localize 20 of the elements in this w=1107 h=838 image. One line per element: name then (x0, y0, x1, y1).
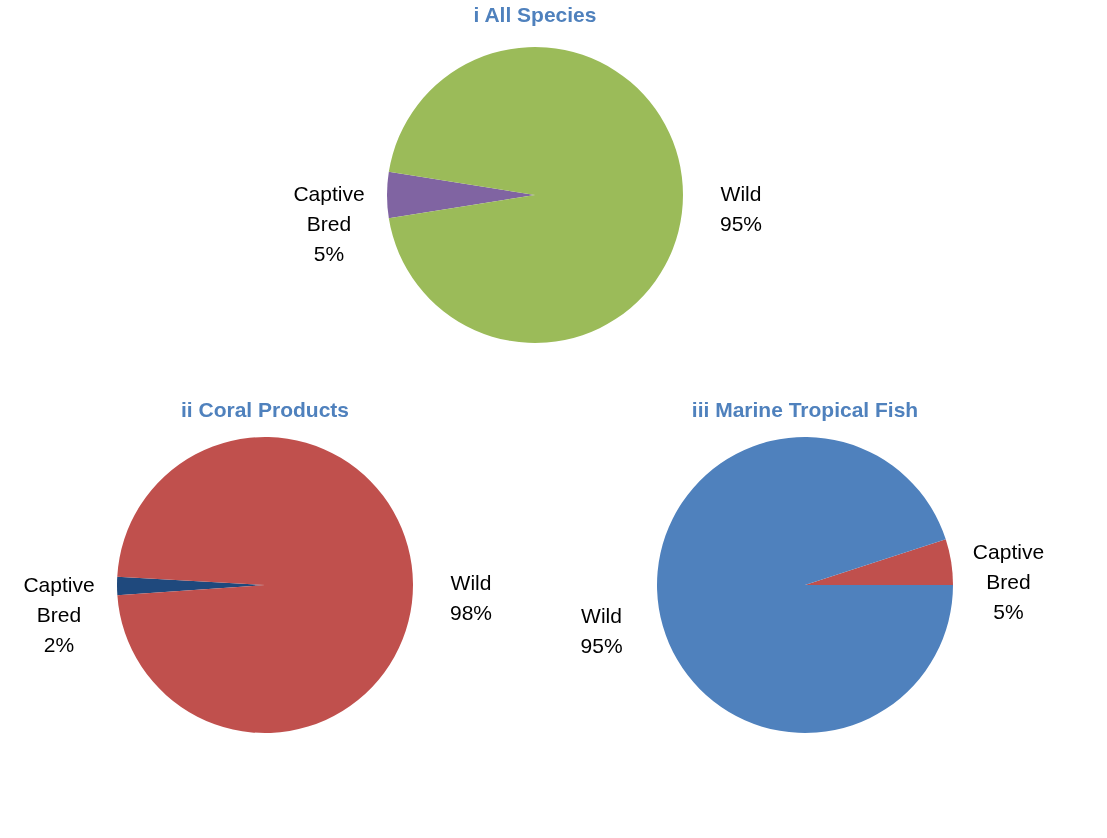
pie-slice (805, 539, 953, 585)
data-label: 5% (313, 242, 345, 265)
chart-title: iii Marine Tropical Fish (691, 398, 919, 421)
chart-title: ii Coral Products (180, 398, 350, 421)
pie-slice (388, 47, 683, 343)
data-label: 2% (43, 633, 75, 657)
pie-slice (117, 437, 413, 733)
pie-slice (387, 171, 535, 219)
data-label: 95% (580, 634, 623, 658)
slice-label: Captive Bred (293, 182, 365, 235)
pie-slice (657, 437, 953, 733)
chart-title: i All Species (473, 3, 597, 26)
slice-label: Captive Bred (972, 539, 1045, 593)
slice-label: Wild (720, 182, 762, 205)
data-label: 5% (993, 599, 1024, 623)
slice-label: Wild (450, 570, 492, 594)
slice-label: Captive Bred (23, 573, 95, 627)
data-label: 95% (719, 212, 763, 235)
data-label: 98% (449, 600, 493, 624)
slice-label: Wild (581, 604, 622, 628)
